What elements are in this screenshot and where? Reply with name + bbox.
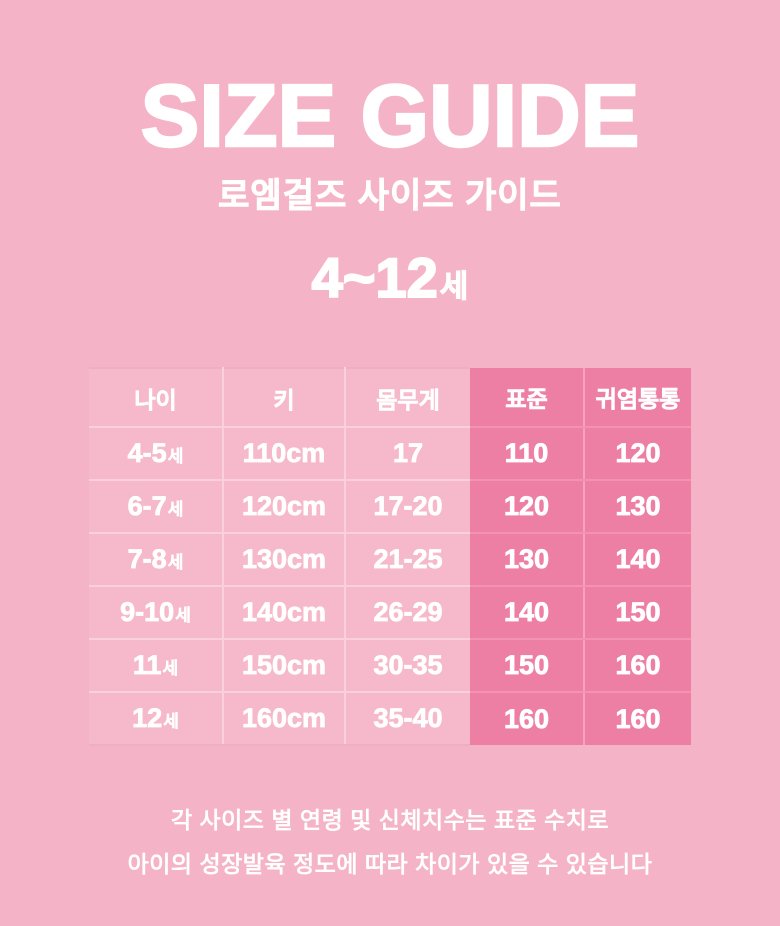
age-suffix: 세: [167, 500, 184, 519]
age-suffix: 세: [167, 553, 184, 572]
column-header-standard: 표준: [470, 368, 585, 428]
table-row: 4-5세 110cm 17 110 120: [89, 427, 691, 481]
cell-age: 12세: [89, 692, 224, 746]
age-suffix: 세: [163, 712, 179, 731]
cell-chubby: 160: [584, 639, 691, 693]
cell-standard: 120: [470, 480, 585, 534]
age-value: 9-10: [120, 597, 175, 628]
cell-chubby: 120: [584, 427, 691, 481]
age-suffix: 세: [175, 606, 191, 625]
cell-age: 9-10세: [89, 586, 224, 640]
table-header-row: 나이 키 몸무게 표준 귀염통통: [89, 367, 691, 428]
cell-height: 160cm: [223, 692, 346, 746]
cell-standard: 130: [470, 533, 585, 587]
cell-standard: 110: [470, 427, 585, 481]
cell-standard: 150: [470, 639, 585, 693]
page-title: SIZE GUIDE: [139, 66, 640, 165]
cell-height: 110cm: [223, 427, 346, 481]
cell-height: 130cm: [223, 533, 346, 587]
age-suffix: 세: [167, 447, 184, 466]
cell-weight: 30-35: [345, 639, 470, 693]
cell-height: 150cm: [223, 639, 346, 693]
column-header-chubby: 귀염통통: [584, 368, 691, 428]
table-row: 12세 160cm 35-40 160 160: [89, 692, 691, 746]
cell-standard: 140: [470, 586, 585, 640]
table-row: 9-10세 140cm 26-29 140 150: [89, 586, 691, 640]
footer-line-2: 아이의 성장발육 정도에 따라 차이가 있을 수 있습니다: [127, 851, 653, 877]
table-row: 7-8세 130cm 21-25 130 140: [89, 533, 691, 587]
cell-weight: 26-29: [345, 586, 470, 640]
cell-chubby: 150: [584, 586, 691, 640]
footer-line-1: 각 사이즈 별 연령 및 신체치수는 표준 수치로: [170, 807, 610, 833]
cell-height: 140cm: [223, 586, 346, 640]
age-value: 7-8: [127, 544, 167, 575]
age-range-suffix: 세: [439, 269, 469, 305]
age-value: 11: [132, 650, 162, 681]
cell-weight: 17: [345, 427, 470, 481]
age-suffix: 세: [162, 659, 179, 678]
page-subtitle: 로엠걸즈 사이즈 가이드: [218, 177, 562, 216]
size-table: 나이 키 몸무게 표준 귀염통통 4-5세 110cm 17 110 120 6…: [89, 367, 691, 746]
age-value: 4-5: [127, 438, 167, 469]
table-row: 6-7세 120cm 17-20 120 130: [89, 480, 691, 534]
cell-age: 4-5세: [89, 427, 224, 481]
column-header-age: 나이: [89, 367, 224, 428]
column-header-height: 키: [223, 367, 346, 428]
cell-chubby: 130: [584, 480, 691, 534]
table-row: 11세 150cm 30-35 150 160: [89, 639, 691, 693]
cell-weight: 35-40: [345, 692, 470, 746]
cell-age: 7-8세: [89, 533, 224, 587]
column-header-weight: 몸무게: [345, 367, 470, 428]
cell-weight: 17-20: [345, 480, 470, 534]
cell-age: 11세: [89, 639, 224, 693]
age-value: 6-7: [127, 491, 167, 522]
age-value: 12: [132, 703, 163, 734]
cell-chubby: 140: [584, 533, 691, 587]
age-range-numbers: 4~12: [311, 245, 439, 310]
cell-chubby: 160: [584, 692, 691, 745]
cell-height: 120cm: [223, 480, 346, 534]
cell-weight: 21-25: [345, 533, 470, 587]
cell-age: 6-7세: [89, 480, 224, 534]
cell-standard: 160: [470, 692, 585, 745]
age-range: 4~12세: [0, 245, 780, 319]
footer-note: 각 사이즈 별 연령 및 신체치수는 표준 수치로 아이의 성장발육 정도에 따…: [0, 798, 780, 886]
